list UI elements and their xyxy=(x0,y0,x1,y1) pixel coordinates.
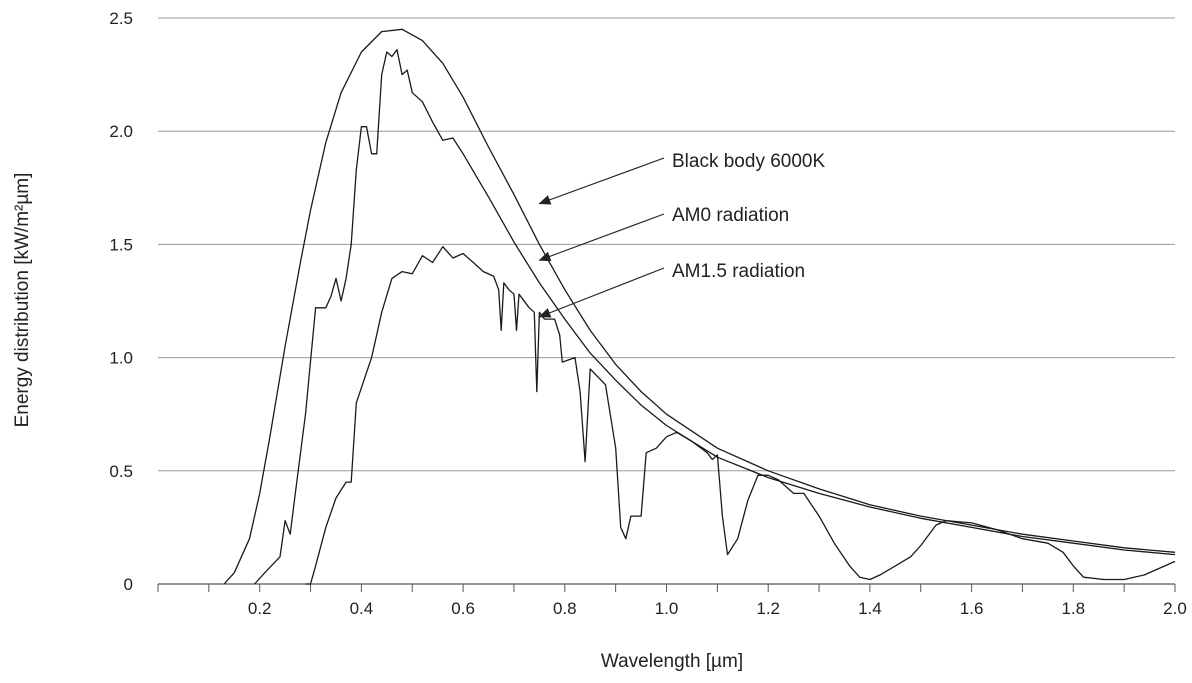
y-tick-label-0: 0 xyxy=(124,575,133,594)
x-tick-label-1-6: 1.6 xyxy=(960,599,984,618)
x-tick-label-1-4: 1.4 xyxy=(858,599,882,618)
x-tick-label-0-4: 0.4 xyxy=(350,599,374,618)
annotations: Black body 6000K AM0 radiation AM1.5 radia… xyxy=(538,151,825,318)
annotation-label-am1-5-radiation: AM1.5 radiation xyxy=(672,261,805,282)
y-tick-label-2-5: 2.5 xyxy=(109,9,133,28)
annotation-arrow-am0-radiation xyxy=(538,213,665,262)
series-lines xyxy=(223,28,1176,585)
x-tick-label-0-8: 0.8 xyxy=(553,599,577,618)
annotation-arrow-black-body-6000k xyxy=(538,157,665,205)
y-tick-label-1-0: 1.0 xyxy=(109,349,133,368)
x-axis-title: Wavelength [µm] xyxy=(601,651,743,672)
y-tick-label-0-5: 0.5 xyxy=(109,462,133,481)
y-axis-title: Energy distribution [kW/m²µm] xyxy=(12,173,33,428)
x-tick-label-1-2: 1.2 xyxy=(756,599,780,618)
x-tick-label-0-2: 0.2 xyxy=(248,599,272,618)
y-tick-label-1-5: 1.5 xyxy=(109,235,133,254)
x-tick-label-0-6: 0.6 xyxy=(451,599,475,618)
series-line-am0-radiation xyxy=(254,49,1176,585)
axes: 0 0.5 1.0 1.5 2.0 2.5 0.2 0.4 0.6 0.8 1.0 1.2 1.4 1.6… xyxy=(109,9,1186,618)
y-tick-label-2-0: 2.0 xyxy=(109,122,133,141)
x-tick-label-1-8: 1.8 xyxy=(1061,599,1085,618)
series-line-black-body-6000k xyxy=(223,28,1176,585)
annotation-label-am0-radiation: AM0 radiation xyxy=(672,205,789,226)
series-line-am1-5-radiation xyxy=(305,246,1176,585)
gridlines xyxy=(158,17,1175,472)
annotation-label-black-body-6000k: Black body 6000K xyxy=(672,151,825,172)
annotation-arrow-am1-5-radiation xyxy=(538,267,665,318)
x-tick-label-1-0: 1.0 xyxy=(655,599,679,618)
x-tick-label-2-0: 2.0 xyxy=(1163,599,1187,618)
